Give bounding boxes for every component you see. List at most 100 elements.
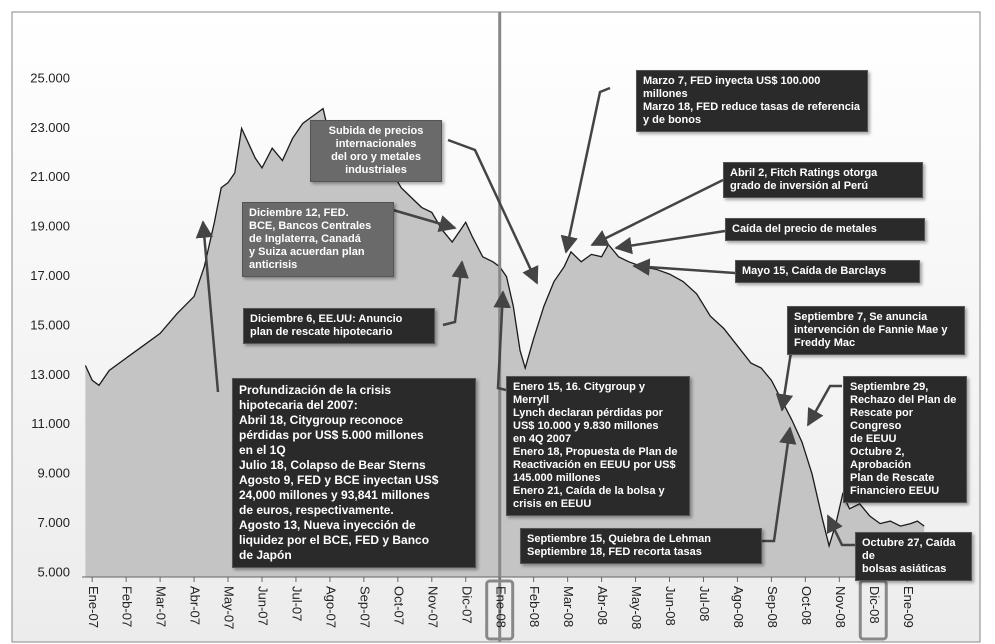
tick-highlight — [858, 579, 888, 641]
annotation-line: Caída del precio de metales — [732, 223, 877, 235]
annotation-line: Subida de precios — [328, 125, 424, 137]
annotation-line: Diciembre 12, FED. — [249, 207, 349, 219]
y-tick-label: 17.000 — [30, 268, 70, 283]
annotation-line: Agosto 9, FED y BCE inyectan US$ — [239, 473, 439, 487]
y-tick-label: 21.000 — [30, 169, 70, 184]
annotation-line: Abril 2, Fitch Ratings otorga — [730, 167, 878, 179]
y-tick-label: 7.000 — [37, 515, 70, 530]
annotation-line: 24,000 millones y 93,841 millones — [239, 488, 430, 502]
arrow — [590, 178, 724, 247]
x-tick-label: Feb-07 — [120, 586, 135, 627]
annotation-line: Mayo 15, Caída de Barclays — [742, 265, 887, 277]
arrows — [195, 86, 855, 547]
arrow — [392, 208, 457, 233]
annotation: Octubre 27, Caída de bolsas asiáticas — [855, 532, 972, 581]
annotation-line: liquidez por el BCE, FED y Banco — [239, 533, 430, 547]
x-tick-label: Ene-09 — [901, 586, 916, 628]
x-tick-label: Feb-08 — [527, 586, 542, 627]
annotation-line: pérdidas por US$ 5.000 millones — [239, 428, 424, 442]
annotation: Septiembre 29, Rechazo del Plan de Rescate… — [843, 376, 967, 503]
annotation-line: en 4Q 2007 — [513, 433, 572, 445]
annotation-line: Octubre 2, Aprobación — [850, 446, 912, 471]
annotation-line: intervención de Fannie Mae y — [794, 324, 948, 336]
annotation: Enero 15, 16. Citygroup y Merryll Lynch d… — [506, 376, 690, 516]
annotation-line: US$ 10.000 y 9.830 millones — [513, 420, 659, 432]
annotation-line: Rescate por Congreso — [850, 407, 913, 432]
annotation: Abril 2, Fitch Ratings otorga grado de in… — [723, 162, 923, 198]
annotation-line: hipotecaria del 2007: — [239, 398, 358, 412]
x-tick-label: Ago-07 — [323, 586, 338, 628]
annotation-line: Julio 18, Colapso de Bear Sterns — [239, 458, 426, 472]
arrow — [493, 290, 511, 392]
annotation-line: de Inglaterra, Canadá — [249, 233, 361, 245]
x-tick-label: Sep-07 — [357, 586, 372, 628]
arrow — [560, 86, 611, 254]
annotation-line: Financiero EEUU — [850, 485, 940, 497]
x-tick-label: Mar-07 — [154, 586, 169, 627]
annotation: Diciembre 6, EE.UU: Anuncio plan de resca… — [243, 308, 435, 344]
x-tick-label: Jun-08 — [663, 586, 678, 626]
annotation-line: grado de inversión al Perú — [730, 180, 869, 192]
arrow — [447, 138, 539, 285]
annotation-line: Septiembre 7, Se anuncia — [794, 311, 928, 323]
x-tick-label: Jul-08 — [697, 586, 712, 621]
y-tick-label: 5.000 — [37, 564, 70, 579]
y-tick-label: 9.000 — [37, 466, 70, 481]
annotation: Septiembre 15, Quiebra de Lehman Septiemb… — [520, 528, 762, 564]
x-tick-label: Ene-07 — [86, 586, 101, 628]
annotation-line: del oro y metales — [331, 151, 421, 163]
x-tick-label: Abr-07 — [188, 586, 203, 625]
annotation-line: industriales — [345, 164, 407, 176]
arrow — [195, 220, 220, 393]
tick-highlight — [485, 579, 515, 641]
annotation-line: y Suiza acuerdan plan — [249, 246, 365, 258]
x-tick-label: Oct-07 — [391, 586, 406, 625]
annotation: Marzo 7, FED inyecta US$ 100.000 millone… — [636, 70, 868, 132]
annotation: Mayo 15, Caída de Barclays — [735, 260, 920, 283]
annotation-line: Freddy Mac — [794, 337, 856, 349]
x-tick-label: Nov-07 — [425, 586, 440, 628]
annotation-line: Enero 18, Propuesta de Plan de — [513, 446, 678, 458]
annotation-line: bolsas asiáticas — [862, 563, 947, 575]
y-tick-label: 23.000 — [30, 120, 70, 135]
x-tick-label: Ago-08 — [731, 586, 746, 628]
annotation-line: internacionales — [335, 138, 417, 150]
arrow — [442, 260, 469, 327]
arrow — [632, 258, 736, 276]
arrow — [614, 229, 726, 255]
annotation-line: Diciembre 6, EE.UU: Anuncio — [250, 313, 403, 325]
x-tick-label: Dic-08 — [867, 586, 882, 624]
annotation-line: plan de rescate hipotecario — [250, 326, 393, 338]
annotation-line: Abril 18, Citygroup reconoce — [239, 413, 404, 427]
annotation-line: 145.000 millones — [513, 472, 601, 484]
arrow — [760, 426, 797, 543]
annotation: Subida de precios internacionales del oro … — [310, 120, 442, 182]
annotation-line: Septiembre 29, — [850, 381, 929, 393]
x-tick-label: Jun-07 — [256, 586, 271, 626]
annotation-line: Marzo 7, FED inyecta US$ 100.000 millone… — [643, 75, 821, 100]
annotation-line: Enero 15, 16. Citygroup y Merryll — [513, 381, 646, 406]
x-tick-label: Jul-07 — [290, 586, 305, 621]
annotation-line: Rechazo del Plan de — [850, 394, 957, 406]
annotation-line: BCE, Bancos Centrales — [249, 220, 372, 232]
annotation-line: en el 1Q — [239, 443, 286, 457]
annotation-line: Lynch declaran pérdidas por — [513, 407, 663, 419]
annotation-line: de Japón — [239, 548, 292, 562]
y-tick-label: 13.000 — [30, 367, 70, 382]
annotation-line: Marzo 18, FED reduce tasas de referencia — [643, 101, 861, 113]
x-tick-label: Mar-08 — [561, 586, 576, 627]
annotation: Caída del precio de metales — [725, 218, 925, 241]
annotation-line: Septiembre 18, FED recorta tasas — [527, 546, 702, 558]
x-tick-label: Sep-08 — [765, 586, 780, 628]
x-tick-label: Dic-07 — [459, 586, 474, 624]
annotation-line: Enero 21, Caída de la bolsa y — [513, 485, 665, 497]
annotation-line: Reactivación en EEUU por US$ — [513, 459, 676, 471]
annotation-line: de euros, respectivamente. — [239, 503, 394, 517]
x-tick-label: Oct-08 — [799, 586, 814, 625]
x-tick-label: May-08 — [629, 586, 644, 629]
x-tick-label: Abr-08 — [595, 586, 610, 625]
annotation-line: Profundización de la crisis — [239, 383, 392, 397]
x-tick-label: Nov-08 — [833, 586, 848, 628]
annotation-line: crisis en EEUU — [513, 498, 592, 510]
annotation: Profundización de la crisis hipotecaria d… — [232, 378, 476, 568]
